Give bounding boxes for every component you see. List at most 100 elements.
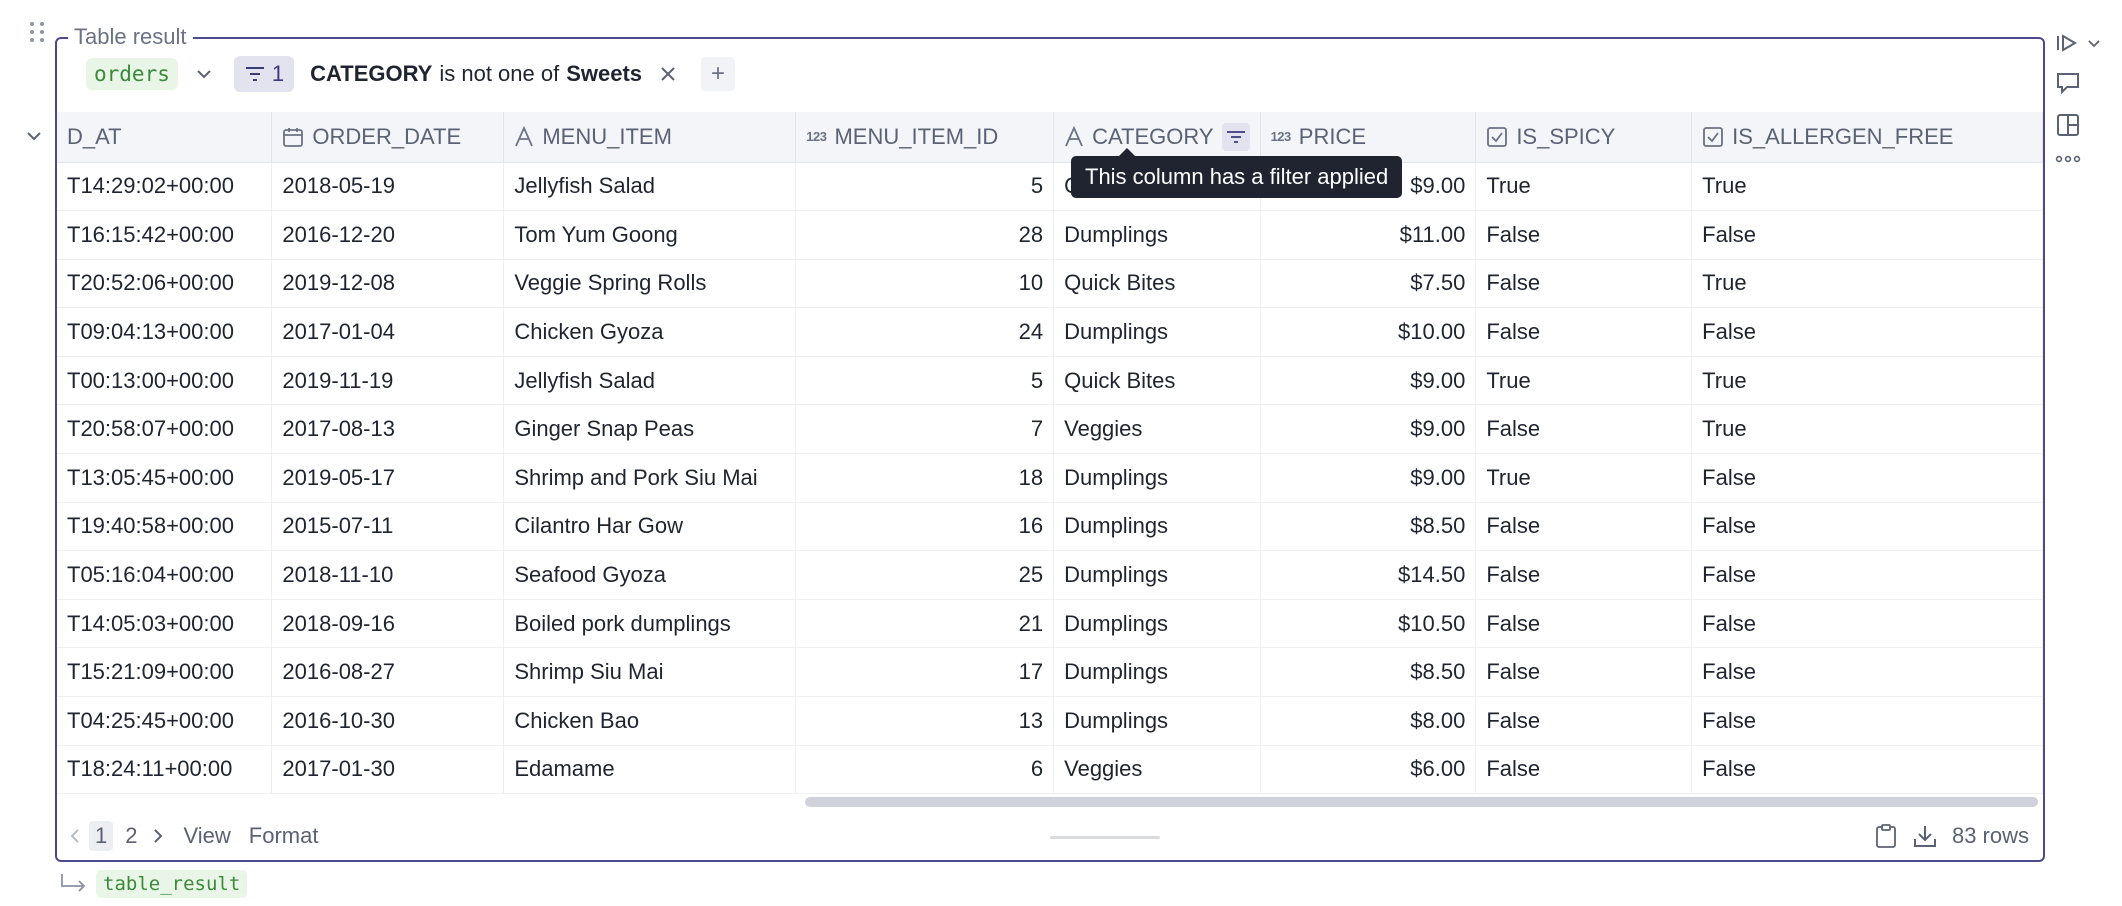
column-header-filtered[interactable]: CATEGORY xyxy=(1053,112,1261,163)
table-cell[interactable]: 2015-07-11 xyxy=(271,502,505,552)
table-row[interactable]: T18:24:11+00:00 2017-01-30 Edamame 6 Veggies… xyxy=(57,745,2043,795)
table-cell[interactable]: False xyxy=(1691,453,2043,503)
table-cell[interactable]: T05:16:04+00:00 xyxy=(57,550,273,600)
table-cell[interactable]: False xyxy=(1691,647,2043,698)
table-cell[interactable]: Dumplings xyxy=(1053,599,1261,649)
table-cell[interactable]: $7.50 xyxy=(1260,259,1477,309)
table-cell[interactable]: False xyxy=(1475,550,1693,600)
column-header[interactable]: D_AT xyxy=(57,112,273,163)
table-row[interactable]: T09:04:13+00:00 2017-01-04 Chicken Gyoza 24… xyxy=(57,307,2043,357)
column-header[interactable]: IS_ALLERGEN_FREE xyxy=(1691,112,2043,163)
table-cell[interactable]: Jellyfish Salad xyxy=(503,356,797,406)
data-table-viewport[interactable]: D_AT ORDER_DATE MENU_ITEM 123 MENU_ITEM_… xyxy=(57,112,2043,798)
table-cell[interactable]: False xyxy=(1691,502,2043,552)
output-variable-chip[interactable]: table_result xyxy=(96,870,248,898)
horizontal-scrollbar[interactable] xyxy=(805,797,2038,807)
table-cell[interactable]: Dumplings xyxy=(1053,696,1261,746)
column-filter-icon[interactable] xyxy=(1221,122,1250,151)
table-cell[interactable]: 2016-12-20 xyxy=(271,210,505,260)
chevron-down-icon[interactable] xyxy=(192,62,216,86)
table-cell[interactable]: 16 xyxy=(795,502,1055,552)
table-row[interactable]: T00:13:00+00:00 2019-11-19 Jellyfish Salad… xyxy=(57,356,2043,406)
table-cell[interactable]: False xyxy=(1475,647,1693,698)
table-cell[interactable]: Chicken Gyoza xyxy=(503,307,797,357)
table-cell[interactable]: $9.00 xyxy=(1260,404,1477,455)
table-cell[interactable]: 7 xyxy=(795,404,1055,455)
table-cell[interactable]: Jellyfish Salad xyxy=(503,162,797,212)
table-row[interactable]: T15:21:09+00:00 2016-08-27 Shrimp Siu Mai 1… xyxy=(57,647,2043,698)
table-cell[interactable]: T00:13:00+00:00 xyxy=(57,356,273,406)
table-cell[interactable]: 2018-11-10 xyxy=(271,550,505,600)
table-cell[interactable]: $8.50 xyxy=(1260,647,1477,698)
table-cell[interactable]: 2018-05-19 xyxy=(271,162,505,212)
table-cell[interactable]: False xyxy=(1691,696,2043,746)
table-cell[interactable]: Veggies xyxy=(1053,404,1261,455)
chevron-right-icon[interactable] xyxy=(150,827,166,845)
table-cell[interactable]: T14:05:03+00:00 xyxy=(57,599,273,649)
table-cell[interactable]: False xyxy=(1475,599,1693,649)
table-cell[interactable]: 2017-01-30 xyxy=(271,745,505,795)
table-cell[interactable]: Veggies xyxy=(1053,745,1261,795)
table-cell[interactable]: 2017-08-13 xyxy=(271,404,505,455)
column-header[interactable]: 123 MENU_ITEM_ID xyxy=(795,112,1055,163)
table-cell[interactable]: 2019-11-19 xyxy=(271,356,505,406)
filter-pill[interactable]: CATEGORY is not one of Sweets xyxy=(310,61,679,87)
table-cell[interactable]: 13 xyxy=(795,696,1055,746)
dataframe-chip[interactable]: orders xyxy=(86,58,178,90)
page-2[interactable]: 2 xyxy=(125,823,138,848)
table-cell[interactable]: False xyxy=(1475,307,1693,357)
table-cell[interactable]: Veggie Spring Rolls xyxy=(503,259,797,309)
comment-icon[interactable] xyxy=(2055,70,2081,96)
table-cell[interactable]: $6.00 xyxy=(1260,745,1477,795)
table-cell[interactable]: 6 xyxy=(795,745,1055,795)
table-cell[interactable]: Cilantro Har Gow xyxy=(503,502,797,552)
table-cell[interactable]: 2016-10-30 xyxy=(271,696,505,746)
table-cell[interactable]: 17 xyxy=(795,647,1055,698)
table-cell[interactable]: False xyxy=(1691,210,2043,260)
resize-handle[interactable] xyxy=(1050,836,1160,839)
table-cell[interactable]: Edamame xyxy=(503,745,797,795)
table-cell[interactable]: $8.50 xyxy=(1260,502,1477,552)
table-cell[interactable]: False xyxy=(1475,404,1693,455)
column-header[interactable]: MENU_ITEM xyxy=(503,112,797,163)
table-cell[interactable]: T09:04:13+00:00 xyxy=(57,307,273,357)
table-row[interactable]: T05:16:04+00:00 2018-11-10 Seafood Gyoza 25… xyxy=(57,550,2043,600)
table-cell[interactable]: True xyxy=(1691,162,2043,212)
table-cell[interactable]: 21 xyxy=(795,599,1055,649)
format-button[interactable]: Format xyxy=(248,823,319,848)
layout-icon[interactable] xyxy=(2055,112,2081,138)
table-cell[interactable]: T20:52:06+00:00 xyxy=(57,259,273,309)
table-row[interactable]: T16:15:42+00:00 2016-12-20 Tom Yum Goong 28… xyxy=(57,210,2043,260)
table-cell[interactable]: T14:29:02+00:00 xyxy=(57,162,273,212)
table-cell[interactable]: Seafood Gyoza xyxy=(503,550,797,600)
table-row[interactable]: T13:05:45+00:00 2019-05-17 Shrimp and Pork… xyxy=(57,453,2043,503)
table-row[interactable]: T14:29:02+00:00 2018-05-19 Jellyfish Salad… xyxy=(57,162,2043,212)
column-header[interactable]: IS_SPICY xyxy=(1475,112,1693,163)
table-cell[interactable]: $9.00 xyxy=(1260,453,1477,503)
table-cell[interactable]: Dumplings xyxy=(1053,550,1261,600)
table-cell[interactable]: True xyxy=(1475,162,1693,212)
table-cell[interactable]: Ginger Snap Peas xyxy=(503,404,797,455)
table-cell[interactable]: Boiled pork dumplings xyxy=(503,599,797,649)
table-cell[interactable]: $9.00 xyxy=(1260,356,1477,406)
column-header[interactable]: ORDER_DATE xyxy=(271,112,505,163)
table-cell[interactable]: 2017-01-04 xyxy=(271,307,505,357)
table-cell[interactable]: False xyxy=(1475,259,1693,309)
chevron-left-icon[interactable] xyxy=(67,827,83,845)
table-cell[interactable]: True xyxy=(1475,356,1693,406)
table-row[interactable]: T04:25:45+00:00 2016-10-30 Chicken Bao 13 Du… xyxy=(57,696,2043,746)
view-button[interactable]: View xyxy=(183,823,231,848)
table-cell[interactable]: T20:58:07+00:00 xyxy=(57,404,273,455)
table-cell[interactable]: 2018-09-16 xyxy=(271,599,505,649)
table-cell[interactable]: T04:25:45+00:00 xyxy=(57,696,273,746)
table-cell[interactable]: 25 xyxy=(795,550,1055,600)
table-cell[interactable]: Dumplings xyxy=(1053,502,1261,552)
table-cell[interactable]: True xyxy=(1691,356,2043,406)
table-row[interactable]: T20:52:06+00:00 2019-12-08 Veggie Spring R… xyxy=(57,259,2043,309)
table-cell[interactable]: 5 xyxy=(795,162,1055,212)
table-cell[interactable]: T18:24:11+00:00 xyxy=(57,745,273,795)
add-filter-button[interactable]: + xyxy=(701,57,736,91)
table-cell[interactable]: $14.50 xyxy=(1260,550,1477,600)
table-row[interactable]: T14:05:03+00:00 2018-09-16 Boiled pork dum… xyxy=(57,599,2043,649)
table-cell[interactable]: 5 xyxy=(795,356,1055,406)
